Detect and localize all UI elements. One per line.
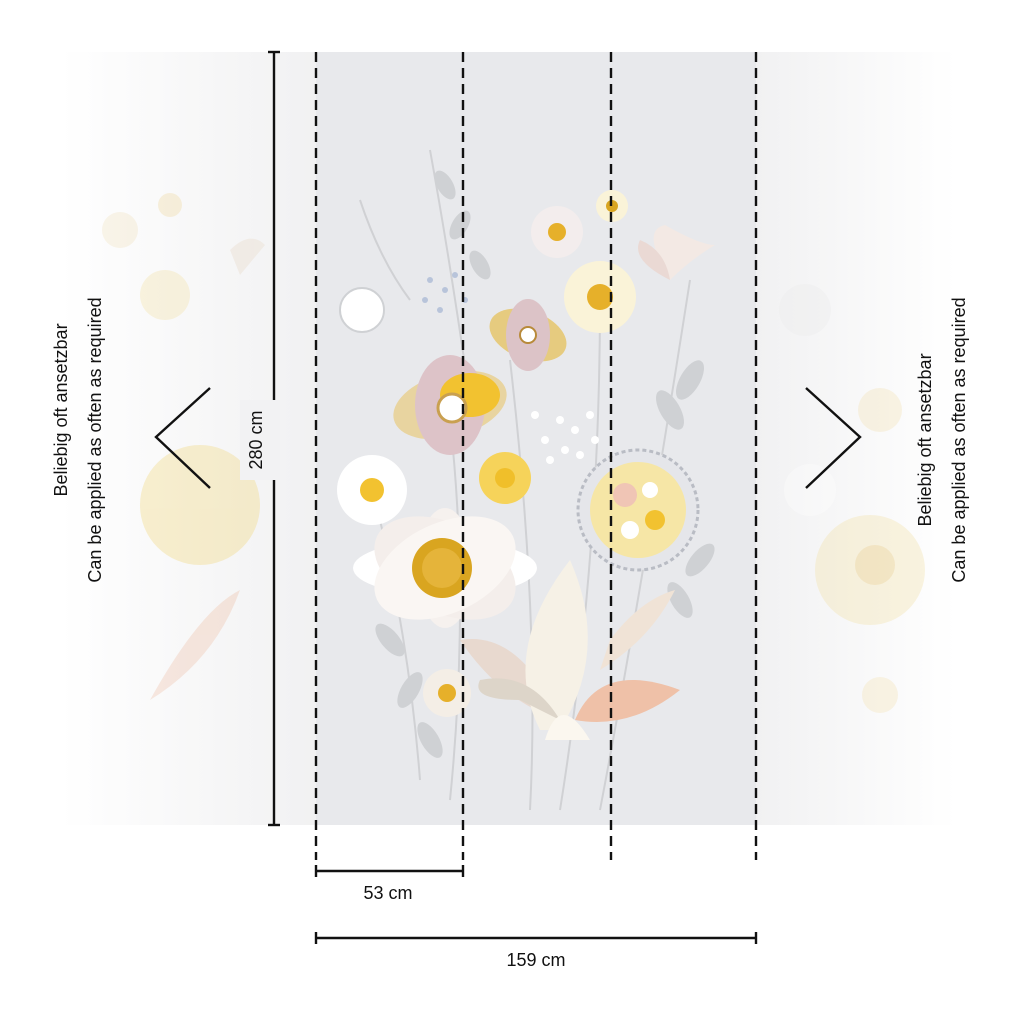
yellow-sunflower <box>479 452 531 504</box>
large-daisy <box>353 508 537 628</box>
white-daisy-left <box>337 455 407 525</box>
panel-width-dimension <box>314 865 465 877</box>
poppy-bloom <box>393 355 507 455</box>
height-label-backdrop <box>240 400 280 480</box>
small-daisy-bottom <box>423 669 471 717</box>
total-width-dimension <box>314 932 758 944</box>
chevron-left-icon <box>154 387 211 489</box>
lily-top-right <box>638 225 715 280</box>
panel-seam-lines <box>314 52 758 860</box>
total-width-label: 159 cm <box>506 950 565 970</box>
right-note-line1: Beliebig oft ansetzbar <box>915 353 935 526</box>
blue-dot-cluster <box>422 272 468 313</box>
dahlia-bloom <box>576 448 700 572</box>
right-faded-flowers <box>779 284 925 713</box>
panel-width-label: 53 cm <box>363 883 412 903</box>
left-faded-flowers <box>102 193 265 700</box>
lily-bloom <box>460 560 680 740</box>
right-repeat-fade <box>756 52 956 825</box>
left-note-line2: Can be applied as often as required <box>85 297 105 582</box>
small-poppy-bloom <box>489 299 567 371</box>
cream-daisy-top <box>564 261 636 333</box>
left-note-line1: Beliebig oft ansetzbar <box>51 323 71 496</box>
white-pompom <box>339 287 385 333</box>
right-note-line2: Can be applied as often as required <box>949 297 969 582</box>
chevron-right-icon <box>805 387 862 489</box>
dotted-cluster <box>531 411 599 464</box>
grey-leaves <box>375 170 715 758</box>
height-label: 280 cm <box>246 410 266 469</box>
pink-daisy-top <box>531 206 583 258</box>
